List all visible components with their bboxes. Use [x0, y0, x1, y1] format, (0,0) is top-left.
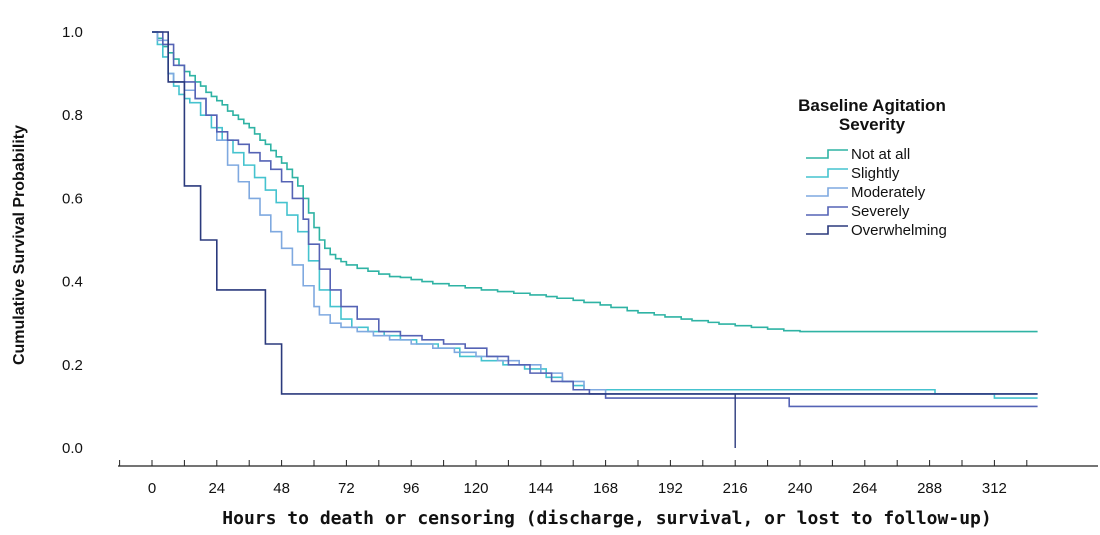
- legend-swatch: [806, 150, 848, 158]
- x-tick-label: 192: [658, 480, 683, 497]
- y-tick-label: 0.0: [62, 440, 83, 457]
- x-tick-label: 216: [723, 480, 748, 497]
- x-axis: 0 24 48 72 96 120 144 168 192 216 240 264 288 312: [118, 460, 1098, 497]
- legend-entry-label: Slightly: [851, 165, 900, 182]
- x-tick-label: 168: [593, 480, 618, 497]
- x-tick-label: 48: [273, 480, 290, 497]
- x-tick-label: 264: [852, 480, 877, 497]
- y-axis-title: Cumulative Survival Probability: [11, 125, 28, 365]
- x-tick-label: 288: [917, 480, 942, 497]
- legend-swatch: [806, 188, 848, 196]
- series-group: [152, 32, 1038, 448]
- y-tick-label: 0.8: [62, 107, 83, 124]
- legend-swatch: [806, 207, 848, 215]
- x-tick-label: 96: [403, 480, 420, 497]
- legend-entry-label: Severely: [851, 203, 910, 220]
- legend-entry-label: Not at all: [851, 146, 910, 163]
- x-axis-title: Hours to death or censoring (discharge, …: [222, 508, 991, 529]
- x-tick-label: 72: [338, 480, 355, 497]
- x-tick-label: 120: [463, 480, 488, 497]
- y-tick-label: 0.6: [62, 190, 83, 207]
- x-tick-label: 144: [528, 480, 553, 497]
- y-tick-label: 0.2: [62, 357, 83, 374]
- x-tick-label: 240: [787, 480, 812, 497]
- y-tick-label: 0.4: [62, 274, 83, 291]
- x-tick-label: 0: [148, 480, 156, 497]
- legend-swatch: [806, 226, 848, 234]
- x-tick-label: 312: [982, 480, 1007, 497]
- y-axis: 0.0 0.2 0.4 0.6 0.8 1.0: [62, 24, 83, 457]
- x-tick-label: 24: [208, 480, 225, 497]
- legend-title-line: Baseline Agitation: [798, 96, 946, 115]
- legend-entry-label: Overwhelming: [851, 222, 947, 239]
- legend-swatch: [806, 169, 848, 177]
- legend-entry-label: Moderately: [851, 184, 926, 201]
- legend-title-line: Severity: [839, 115, 906, 134]
- y-tick-label: 1.0: [62, 24, 83, 41]
